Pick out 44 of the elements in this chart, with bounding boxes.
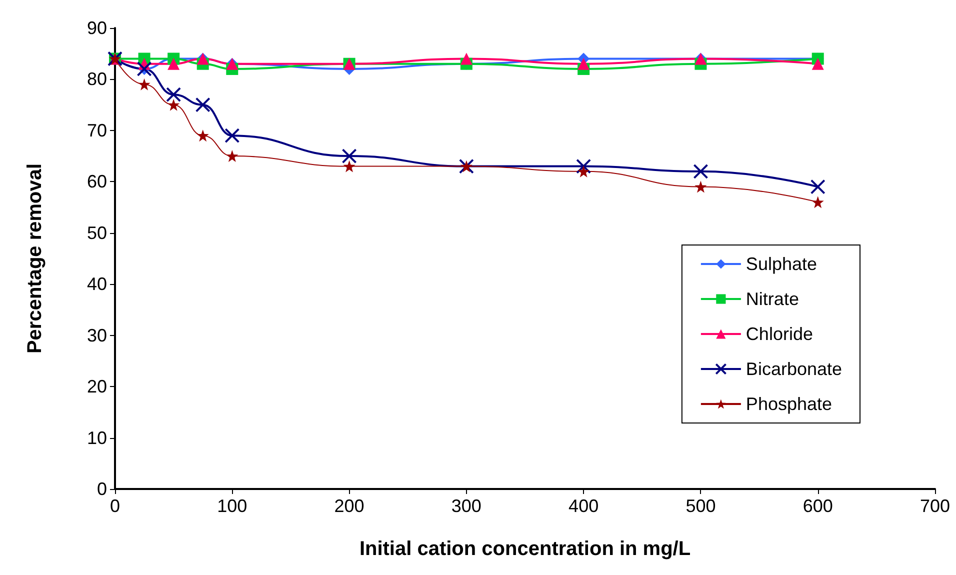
y-tick-label: 20 [86,376,107,397]
point [166,87,182,102]
x-tick-label: 0 [110,496,120,516]
legend-label: Sulphate [746,254,817,274]
y-tick-label: 60 [86,172,107,192]
y-tick-label: 70 [86,120,107,140]
point [196,130,209,142]
point [578,58,590,70]
x-tick-label: 500 [686,496,716,516]
point [810,179,826,194]
point [693,164,708,179]
point [226,150,238,162]
point [694,180,707,193]
point [460,52,472,65]
y-tick-label: 80 [86,69,107,90]
point [576,158,592,174]
y-tick-label: 30 [86,325,107,346]
x-axis-title: Initial cation concentration in mg/L [359,538,691,560]
legend-label: Chloride [746,324,813,344]
point [578,165,590,178]
legend-label: Bicarbonate [746,359,842,379]
x-tick-label: 600 [802,496,833,516]
x-tick-label: 200 [334,496,364,516]
x-tick-label: 400 [568,496,599,516]
point [224,128,240,144]
point [138,78,150,90]
x-tick-label: 700 [920,496,950,516]
y-tick-label: 0 [96,479,107,499]
point [812,196,824,208]
point [343,160,356,172]
point [812,58,824,70]
legend-label: Nitrate [746,289,799,309]
y-axis-title: Percentage removal [24,163,46,354]
legend-label: Phosphate [746,394,832,414]
x-tick-label: 100 [217,496,248,516]
y-tick-label: 40 [86,274,107,294]
x-tick-label: 300 [451,496,482,516]
y-tick-label: 90 [86,18,107,38]
point [168,58,180,70]
point [168,98,180,111]
point [195,97,210,112]
y-tick-label: 50 [86,222,107,243]
point [342,148,357,164]
y-tick-label: 10 [86,428,107,448]
